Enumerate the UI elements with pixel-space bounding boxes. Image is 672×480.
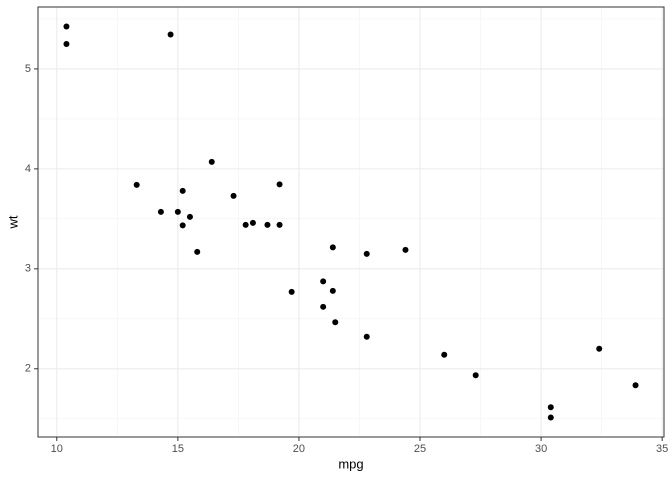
point <box>264 221 271 228</box>
point <box>320 278 327 285</box>
y-tick-label: 4 <box>25 163 31 175</box>
point <box>249 219 256 226</box>
x-tick-label: 30 <box>535 443 547 455</box>
point <box>288 288 295 295</box>
point <box>167 31 174 38</box>
point <box>329 244 336 251</box>
x-tick-label: 25 <box>414 443 426 455</box>
point <box>363 333 370 340</box>
x-axis-label: mpg <box>338 456 363 471</box>
point <box>63 23 70 30</box>
point <box>329 287 336 294</box>
point <box>363 250 370 257</box>
point <box>179 187 186 194</box>
point <box>230 192 237 199</box>
x-tick-label: 15 <box>172 443 184 455</box>
x-tick-label: 20 <box>293 443 305 455</box>
point <box>208 158 215 165</box>
point <box>402 246 409 253</box>
x-tick-label: 35 <box>656 443 668 455</box>
y-tick-label: 2 <box>25 363 31 375</box>
y-tick-label: 3 <box>25 263 31 275</box>
point <box>547 404 554 411</box>
point <box>194 248 201 255</box>
point <box>632 382 639 389</box>
point <box>547 414 554 421</box>
point <box>157 208 164 215</box>
panel-border <box>37 6 665 438</box>
point <box>332 319 339 326</box>
point <box>133 181 140 188</box>
point <box>596 345 603 352</box>
point <box>276 181 283 188</box>
point <box>242 221 249 228</box>
point <box>441 351 448 358</box>
point <box>179 222 186 229</box>
y-axis-label: wt <box>5 215 20 229</box>
x-tick-label: 10 <box>51 443 63 455</box>
point <box>276 221 283 228</box>
point <box>63 40 70 47</box>
point <box>174 208 181 215</box>
y-tick-label: 5 <box>25 63 31 75</box>
point <box>472 372 479 379</box>
point <box>186 213 193 220</box>
point <box>320 303 327 310</box>
